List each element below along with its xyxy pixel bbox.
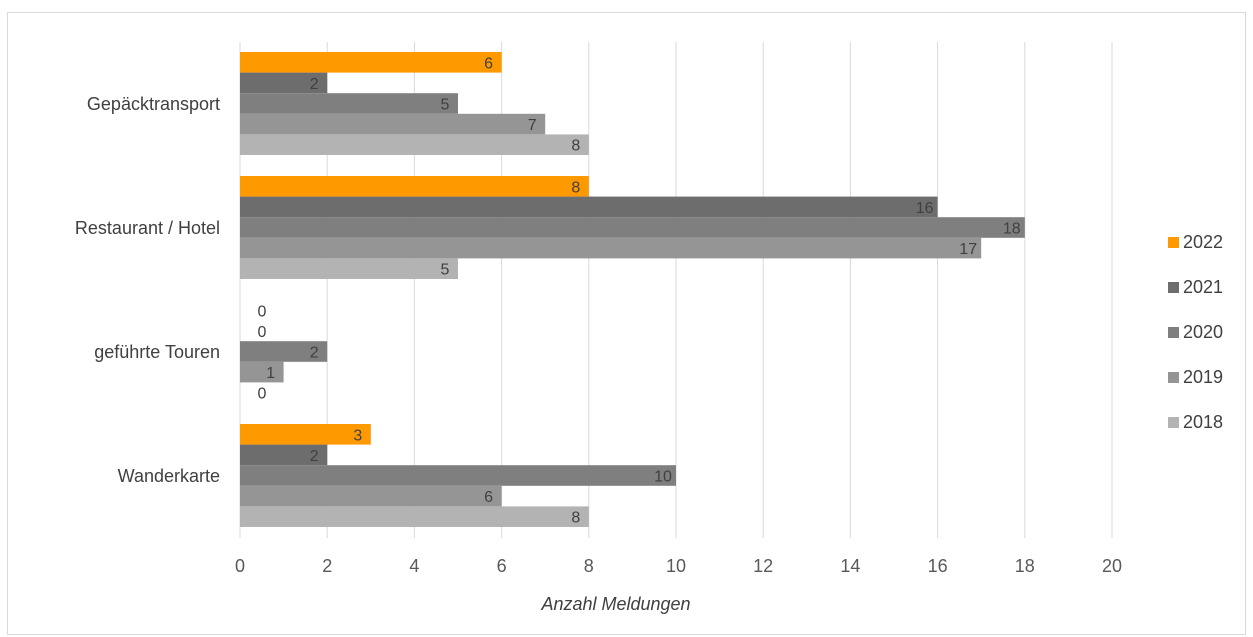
bar-2019	[240, 237, 982, 259]
data-label: 5	[441, 262, 450, 279]
bar-2021	[240, 196, 938, 218]
category-label: Wanderkarte	[118, 466, 220, 486]
data-label: 1	[266, 365, 275, 382]
data-label: 8	[571, 510, 580, 527]
bar-2019	[240, 113, 546, 135]
bar-2021	[240, 72, 328, 94]
legend: 2022 2021 2020 2019 2018	[1168, 232, 1223, 432]
bar-2019	[240, 361, 284, 383]
legend-label: 2022	[1183, 232, 1223, 252]
bar-2020	[240, 341, 328, 362]
legend-swatch-2019	[1168, 372, 1179, 383]
bar-2020	[240, 93, 458, 114]
x-tick-labels: 0 2 4 6 8 10 12 14 16 18 20	[235, 556, 1122, 576]
bar-2018	[240, 258, 458, 279]
data-label: 17	[959, 241, 977, 258]
bar-2022	[240, 424, 371, 445]
x-tick-label: 20	[1102, 556, 1122, 576]
data-label: 10	[654, 469, 672, 486]
bar-2020	[240, 465, 676, 486]
x-tick-label: 10	[666, 556, 686, 576]
x-tick-label: 16	[928, 556, 948, 576]
data-label: 6	[484, 55, 493, 72]
x-axis-title: Anzahl Meldungen	[540, 594, 690, 614]
legend-label: 2020	[1183, 322, 1223, 342]
data-label: 7	[528, 117, 537, 134]
bar-2022	[240, 52, 502, 73]
data-label: 3	[353, 427, 362, 444]
legend-swatch-2018	[1168, 417, 1179, 428]
legend-swatch-2020	[1168, 327, 1179, 338]
category-label: Restaurant / Hotel	[75, 218, 220, 238]
legend-label: 2018	[1183, 412, 1223, 432]
data-label: 0	[258, 386, 267, 403]
category-labels: Gepäcktransport Restaurant / Hotel geführt…	[75, 94, 220, 486]
data-label: 6	[484, 489, 493, 506]
legend-label: 2019	[1183, 367, 1223, 387]
x-tick-label: 12	[753, 556, 773, 576]
bar-2022	[240, 176, 589, 197]
bar-2019	[240, 485, 502, 507]
x-tick-label: 8	[584, 556, 594, 576]
x-tick-label: 6	[497, 556, 507, 576]
bar-2021	[240, 444, 328, 466]
data-label: 2	[310, 345, 319, 362]
legend-label: 2021	[1183, 277, 1223, 297]
x-tick-label: 2	[322, 556, 332, 576]
x-tick-label: 0	[235, 556, 245, 576]
x-tick-label: 4	[409, 556, 419, 576]
data-label: 0	[258, 303, 267, 320]
legend-swatch-2022	[1168, 237, 1179, 248]
data-label: 8	[571, 138, 580, 155]
category-label: geführte Touren	[94, 342, 220, 362]
data-label: 2	[310, 448, 319, 465]
bar-2018	[240, 134, 589, 155]
data-label: 16	[916, 200, 934, 217]
category-label: Gepäcktransport	[87, 94, 220, 114]
x-tick-label: 14	[840, 556, 860, 576]
x-tick-label: 18	[1015, 556, 1035, 576]
bar-2018	[240, 506, 589, 527]
data-label: 5	[441, 97, 450, 114]
data-label: 8	[571, 179, 580, 196]
data-label: 2	[310, 76, 319, 93]
bar-2020	[240, 217, 1025, 238]
data-label: 18	[1003, 221, 1021, 238]
legend-swatch-2021	[1168, 282, 1179, 293]
data-label: 0	[258, 324, 267, 341]
chart-frame	[7, 12, 1246, 635]
